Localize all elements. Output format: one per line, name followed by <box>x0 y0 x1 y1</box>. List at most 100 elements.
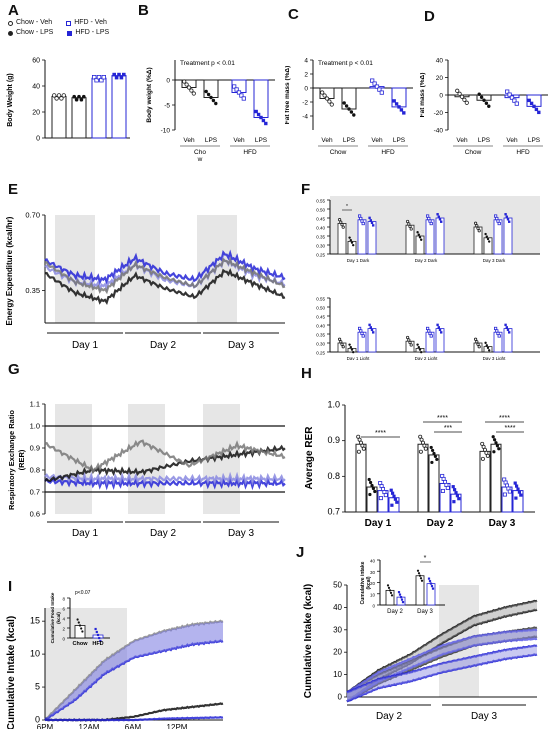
filled-circle-icon <box>8 30 13 36</box>
y-tick-label: 0.55 <box>316 199 325 204</box>
y-tick-label: 2 <box>304 72 308 79</box>
series-line <box>44 476 286 491</box>
bar <box>91 77 107 139</box>
group-label: Chow <box>465 149 482 156</box>
panel-label-f: F <box>301 181 311 198</box>
data-point <box>440 220 443 223</box>
data-point <box>506 218 510 221</box>
data-point <box>77 94 81 99</box>
data-point <box>428 331 432 336</box>
legend-label: HFD - Veh <box>74 19 107 26</box>
data-point <box>256 112 261 117</box>
y-tick-label: 10 <box>370 592 376 597</box>
data-point <box>507 92 512 97</box>
bar <box>341 87 357 110</box>
data-point <box>324 96 330 101</box>
x-tick-label: Veh <box>371 137 383 144</box>
y-axis-label: Fat free mass (%Δ) <box>285 66 291 125</box>
legend-item: HFD - Veh <box>66 18 107 28</box>
data-point <box>426 214 430 218</box>
x-tick-label: Day 2 <box>387 609 403 615</box>
data-point <box>513 481 517 485</box>
sig-marker: * <box>346 204 348 210</box>
data-point <box>341 345 345 349</box>
x-tick-label: Day 1 Light <box>347 356 371 360</box>
annotation: Treatment p < 0.01 <box>180 60 235 67</box>
data-point <box>392 494 396 498</box>
y-tick-label: 5 <box>35 682 40 692</box>
data-point <box>437 215 440 218</box>
series-line <box>44 619 224 721</box>
data-point <box>433 454 437 459</box>
data-point <box>340 223 344 227</box>
data-point <box>451 485 455 489</box>
data-point <box>101 75 106 80</box>
data-point <box>484 101 489 105</box>
y-tick-label: 4 <box>62 617 65 622</box>
data-point <box>432 451 436 456</box>
data-point <box>497 447 501 451</box>
y-tick-label: 15 <box>30 616 40 626</box>
data-point <box>488 349 491 352</box>
x-tick-label: Day 3 <box>471 711 498 722</box>
data-point <box>94 627 97 631</box>
y-tick-label: 0 <box>439 93 443 100</box>
bar <box>367 328 377 353</box>
data-point <box>184 82 189 87</box>
legend: Chow - Veh HFD - Veh Chow - LPS HFD - LP… <box>8 18 109 38</box>
data-point <box>515 484 519 488</box>
y-tick-label: -4 <box>302 114 308 121</box>
x-tick-label: Day 1 <box>365 518 392 529</box>
y-axis-label: (kcal) <box>366 576 372 589</box>
data-point <box>482 98 486 102</box>
y-tick-label: 1.0 <box>30 422 40 431</box>
data-point <box>389 591 393 594</box>
data-point <box>488 240 491 243</box>
data-point <box>418 449 423 454</box>
data-point <box>529 101 534 106</box>
data-point <box>401 601 405 604</box>
data-point <box>339 220 343 224</box>
data-point <box>406 335 410 340</box>
data-point <box>372 331 375 334</box>
x-tick-label: Day 2 <box>150 528 177 539</box>
series-line <box>346 637 538 703</box>
data-point <box>391 491 395 495</box>
legend-item: Chow - Veh <box>8 18 52 28</box>
data-point <box>436 323 439 327</box>
data-point <box>474 221 478 225</box>
data-point <box>431 587 435 590</box>
data-point <box>419 577 423 580</box>
data-point <box>78 624 82 627</box>
sig-marker: **** <box>375 430 386 437</box>
chart-e: 0.35 0.70 Energy Expenditure (kcal/hr) Day … <box>5 211 286 351</box>
data-point <box>495 329 499 333</box>
bar <box>74 625 86 639</box>
data-point <box>352 350 355 354</box>
data-point <box>342 101 346 105</box>
data-point <box>390 594 394 597</box>
data-point <box>477 229 481 233</box>
data-point <box>418 348 422 351</box>
y-axis-label: Cumulative Intake (kcal) <box>303 584 314 698</box>
y-axis-label: (RER) <box>17 449 26 470</box>
data-point <box>117 72 121 77</box>
data-point <box>339 340 343 344</box>
dark-phase-shading <box>120 215 160 323</box>
data-point <box>361 221 365 226</box>
y-tick-label: 0.8 <box>30 466 40 475</box>
group-label: w <box>197 156 203 163</box>
x-tick-label: Day 3 <box>228 528 255 539</box>
series-line <box>44 249 286 286</box>
y-tick-label: 2 <box>62 627 65 632</box>
y-tick-label: 40 <box>32 84 40 91</box>
data-point <box>428 219 432 223</box>
legend-item: Chow - LPS <box>8 28 53 38</box>
y-tick-label: 0.30 <box>316 342 325 347</box>
data-point <box>327 99 332 104</box>
data-point <box>341 225 345 229</box>
x-tick-label: Day 2 Light <box>415 356 439 360</box>
data-point <box>211 98 216 103</box>
data-point <box>475 224 479 228</box>
y-tick-label: 30 <box>370 570 376 575</box>
